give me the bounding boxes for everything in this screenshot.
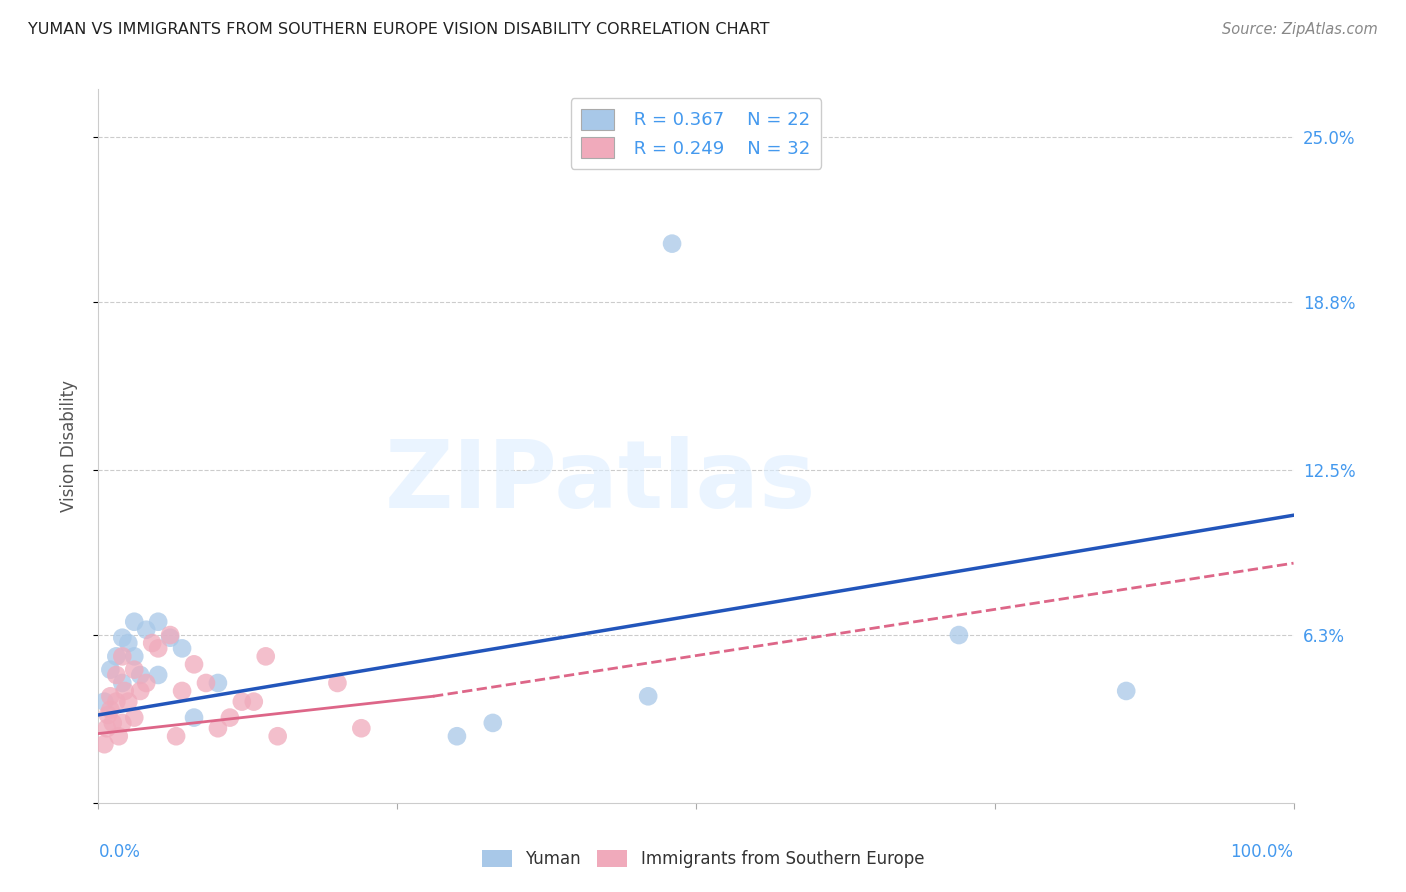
Point xyxy=(114,684,136,698)
Point xyxy=(446,729,468,743)
Point xyxy=(148,615,170,629)
Point xyxy=(111,676,134,690)
Text: 100.0%: 100.0% xyxy=(1230,843,1294,861)
Point xyxy=(105,668,128,682)
Point xyxy=(141,636,163,650)
Point xyxy=(117,636,139,650)
Point xyxy=(148,668,170,682)
Point xyxy=(107,729,129,743)
Point xyxy=(124,649,146,664)
Point xyxy=(194,676,218,690)
Point xyxy=(124,615,146,629)
Point xyxy=(1115,684,1137,698)
Text: Source: ZipAtlas.com: Source: ZipAtlas.com xyxy=(1222,22,1378,37)
Point xyxy=(135,676,157,690)
Point xyxy=(129,668,152,682)
Point xyxy=(111,649,134,664)
Point xyxy=(93,695,115,709)
Point xyxy=(159,628,181,642)
Text: ZIPatlas: ZIPatlas xyxy=(385,435,815,528)
Point xyxy=(105,695,128,709)
Point xyxy=(124,710,146,724)
Point xyxy=(165,729,187,743)
Point xyxy=(350,721,373,735)
Text: 0.0%: 0.0% xyxy=(98,843,141,861)
Point xyxy=(219,710,242,724)
Point xyxy=(243,695,266,709)
Point xyxy=(326,676,349,690)
Y-axis label: Vision Disability: Vision Disability xyxy=(59,380,77,512)
Point xyxy=(101,715,124,730)
Point xyxy=(96,721,118,735)
Point xyxy=(129,684,152,698)
Point xyxy=(183,710,205,724)
Point xyxy=(267,729,290,743)
Point xyxy=(207,721,229,735)
Point xyxy=(98,663,122,677)
Text: YUMAN VS IMMIGRANTS FROM SOUTHERN EUROPE VISION DISABILITY CORRELATION CHART: YUMAN VS IMMIGRANTS FROM SOUTHERN EUROPE… xyxy=(28,22,769,37)
Point xyxy=(93,737,115,751)
Point xyxy=(98,690,122,704)
Point xyxy=(948,628,970,642)
Point xyxy=(231,695,253,709)
Point xyxy=(207,676,229,690)
Point xyxy=(254,649,277,664)
Point xyxy=(111,715,134,730)
Point xyxy=(481,715,505,730)
Point xyxy=(159,631,181,645)
Point xyxy=(661,236,683,251)
Point xyxy=(98,703,122,717)
Point xyxy=(105,649,128,664)
Point xyxy=(135,623,157,637)
Point xyxy=(124,663,146,677)
Point xyxy=(97,707,120,722)
Point xyxy=(172,684,194,698)
Point xyxy=(111,631,134,645)
Legend: Yuman, Immigrants from Southern Europe: Yuman, Immigrants from Southern Europe xyxy=(475,843,931,875)
Legend:  R = 0.367    N = 22,  R = 0.249    N = 32: R = 0.367 N = 22, R = 0.249 N = 32 xyxy=(571,98,821,169)
Point xyxy=(637,690,659,704)
Point xyxy=(117,695,139,709)
Point xyxy=(148,641,170,656)
Point xyxy=(172,641,194,656)
Point xyxy=(183,657,205,672)
